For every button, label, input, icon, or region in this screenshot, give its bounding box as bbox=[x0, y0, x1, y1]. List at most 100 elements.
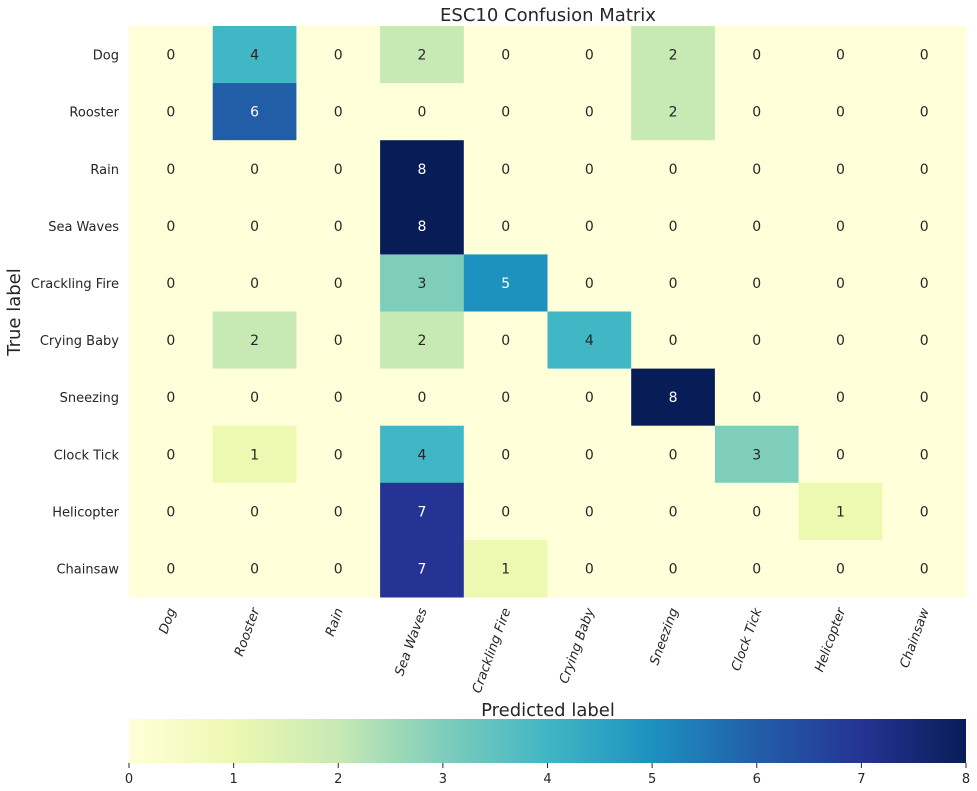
cell-value-8-9: 0 bbox=[920, 504, 929, 520]
cell-6-0 bbox=[129, 368, 214, 427]
cell-value-1-6: 2 bbox=[669, 105, 678, 121]
cell-8-7 bbox=[714, 482, 800, 541]
cell-8-6 bbox=[631, 482, 716, 541]
cell-6-6 bbox=[631, 368, 716, 427]
cell-value-5-0: 0 bbox=[166, 333, 175, 349]
cell-7-9 bbox=[882, 425, 967, 484]
cell-value-8-2: 0 bbox=[334, 504, 343, 520]
cell-3-8 bbox=[798, 197, 883, 255]
cell-value-8-1: 0 bbox=[250, 504, 259, 520]
cell-5-6 bbox=[631, 311, 716, 370]
cell-value-3-2: 0 bbox=[334, 219, 343, 235]
cell-value-0-7: 0 bbox=[752, 48, 761, 64]
cell-value-7-2: 0 bbox=[334, 447, 343, 463]
cell-value-5-1: 2 bbox=[250, 333, 259, 349]
cell-8-8 bbox=[798, 482, 883, 541]
cell-value-1-0: 0 bbox=[166, 105, 175, 121]
cell-0-9 bbox=[882, 26, 967, 84]
row-label: Dog bbox=[93, 49, 119, 64]
cell-value-8-6: 0 bbox=[669, 504, 678, 520]
column-label: Chainsaw bbox=[897, 606, 933, 670]
cell-2-4 bbox=[463, 140, 548, 198]
cell-value-6-0: 0 bbox=[166, 390, 175, 406]
cell-value-0-6: 2 bbox=[669, 48, 678, 64]
cell-0-0 bbox=[129, 26, 214, 84]
cell-7-3 bbox=[380, 425, 465, 484]
cell-value-1-1: 6 bbox=[250, 105, 259, 121]
cell-value-9-4: 1 bbox=[501, 561, 510, 577]
cell-value-6-1: 0 bbox=[250, 390, 259, 406]
cell-1-4 bbox=[463, 83, 548, 141]
cell-value-2-1: 0 bbox=[250, 162, 259, 178]
cell-value-4-0: 0 bbox=[166, 276, 175, 292]
cell-value-1-8: 0 bbox=[836, 105, 845, 121]
colorbar bbox=[129, 719, 966, 763]
cell-value-9-1: 0 bbox=[250, 561, 259, 577]
cell-2-8 bbox=[798, 140, 883, 198]
cell-value-1-2: 0 bbox=[334, 105, 343, 121]
cell-value-3-9: 0 bbox=[920, 219, 929, 235]
row-label: Crackling Fire bbox=[31, 277, 119, 292]
cell-7-6 bbox=[631, 425, 716, 484]
cell-value-5-5: 4 bbox=[585, 333, 594, 349]
cell-9-4 bbox=[463, 539, 548, 598]
cell-value-3-8: 0 bbox=[836, 219, 845, 235]
cell-value-3-0: 0 bbox=[166, 219, 175, 235]
cell-value-8-4: 0 bbox=[501, 504, 510, 520]
cell-value-7-4: 0 bbox=[501, 447, 510, 463]
cell-value-6-4: 0 bbox=[501, 390, 510, 406]
row-label: Rooster bbox=[69, 106, 119, 121]
cell-value-2-6: 0 bbox=[669, 162, 678, 178]
cell-value-1-4: 0 bbox=[501, 105, 510, 121]
cell-value-7-0: 0 bbox=[166, 447, 175, 463]
cell-value-7-9: 0 bbox=[920, 447, 929, 463]
cell-4-9 bbox=[882, 254, 967, 312]
cell-value-9-7: 0 bbox=[752, 561, 761, 577]
cell-0-3 bbox=[380, 26, 465, 84]
cell-value-0-3: 2 bbox=[417, 48, 426, 64]
cell-7-0 bbox=[129, 425, 214, 484]
cell-7-7 bbox=[714, 425, 800, 484]
column-label: Crackling Fire bbox=[470, 606, 515, 695]
cell-3-0 bbox=[129, 197, 214, 255]
cell-value-0-2: 0 bbox=[334, 48, 343, 64]
cell-5-9 bbox=[882, 311, 967, 370]
cell-8-4 bbox=[463, 482, 548, 541]
cell-3-9 bbox=[882, 197, 967, 255]
cell-value-5-2: 0 bbox=[334, 333, 343, 349]
cell-value-4-8: 0 bbox=[836, 276, 845, 292]
cell-value-4-4: 5 bbox=[501, 276, 510, 292]
column-label: Clock Tick bbox=[729, 606, 766, 673]
colorbar-ticks: 0 1 2 3 4 5 6 7 8 bbox=[125, 763, 970, 787]
cell-value-2-8: 0 bbox=[836, 162, 845, 178]
cell-value-0-8: 0 bbox=[836, 48, 845, 64]
cell-value-9-2: 0 bbox=[334, 561, 343, 577]
cell-3-5 bbox=[547, 197, 632, 255]
cell-value-9-5: 0 bbox=[585, 561, 594, 577]
cell-8-0 bbox=[129, 482, 214, 541]
cell-6-3 bbox=[380, 368, 465, 427]
column-label: Rooster bbox=[232, 605, 264, 659]
cell-value-6-6: 8 bbox=[669, 390, 678, 406]
cell-8-9 bbox=[882, 482, 967, 541]
cell-value-2-5: 0 bbox=[585, 162, 594, 178]
row-label: Rain bbox=[90, 163, 119, 178]
cell-6-1 bbox=[212, 368, 297, 427]
cell-value-0-4: 0 bbox=[501, 48, 510, 64]
cell-value-5-3: 2 bbox=[417, 333, 426, 349]
cell-3-3 bbox=[380, 197, 465, 255]
cell-value-5-9: 0 bbox=[920, 333, 929, 349]
cell-value-5-6: 0 bbox=[669, 333, 678, 349]
cell-value-6-8: 0 bbox=[836, 390, 845, 406]
cell-value-9-0: 0 bbox=[166, 561, 175, 577]
row-label: Helicopter bbox=[52, 505, 119, 520]
column-label: Dog bbox=[157, 606, 180, 636]
cell-value-1-5: 0 bbox=[585, 105, 594, 121]
cell-5-1 bbox=[212, 311, 297, 370]
colorbar-tick-label: 2 bbox=[334, 772, 342, 787]
cell-7-1 bbox=[212, 425, 297, 484]
cell-6-5 bbox=[547, 368, 632, 427]
cell-2-5 bbox=[547, 140, 632, 198]
cell-value-6-7: 0 bbox=[752, 390, 761, 406]
cell-1-3 bbox=[380, 83, 465, 141]
